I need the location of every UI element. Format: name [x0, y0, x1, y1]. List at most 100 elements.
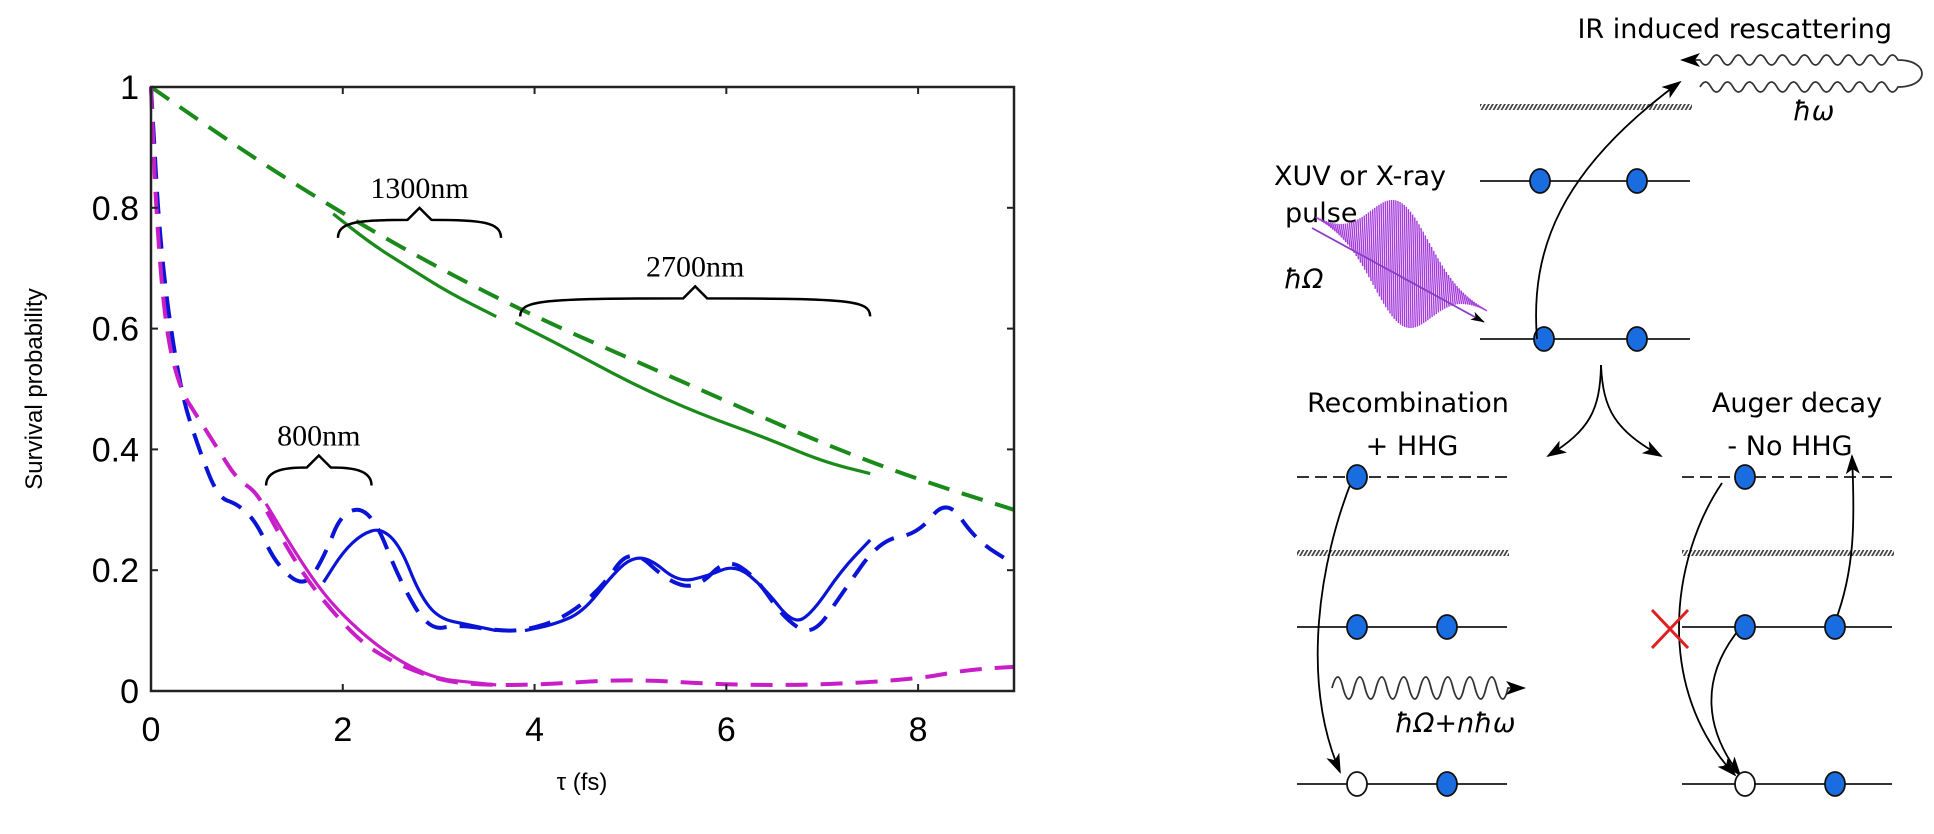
- x-tick-label: 6: [717, 711, 736, 749]
- brace-2700nm: [518, 284, 872, 317]
- hole-icon: [1346, 771, 1368, 797]
- recombination-label-line1: Recombination: [1307, 388, 1509, 419]
- pulse-oscillation: [1437, 258, 1442, 312]
- annotation-1300nm: 1300nm: [370, 172, 468, 205]
- x-tick-label: 8: [909, 711, 928, 749]
- pulse-oscillation: [1382, 202, 1387, 308]
- pulse-oscillation: [1355, 220, 1360, 260]
- pulse-oscillation: [1458, 288, 1463, 305]
- pulse-oscillation: [1342, 223, 1347, 243]
- x-tick-label: 4: [525, 711, 544, 749]
- branch-arrow-left: [1546, 364, 1602, 458]
- pulse-oscillation: [1357, 219, 1362, 263]
- pulse-oscillation: [1447, 274, 1452, 306]
- pulse-oscillation: [1449, 277, 1454, 306]
- pulse-oscillation: [1424, 235, 1429, 321]
- recombination-arrow: [1316, 479, 1353, 774]
- auger-label-line1: Auger decay: [1712, 388, 1882, 419]
- pulse-oscillation: [1376, 206, 1381, 297]
- pulse-oscillation: [1384, 201, 1389, 311]
- pulse-oscillation: [1464, 294, 1469, 305]
- pulse-oscillation: [1361, 216, 1366, 270]
- pulse-oscillation: [1399, 201, 1404, 327]
- brace-800nm: [264, 453, 373, 486]
- pulse-oscillation: [1338, 223, 1343, 238]
- pulse-oscillation: [1466, 296, 1471, 306]
- pulse-oscillation: [1363, 215, 1368, 274]
- blocked-cross-icon: [1650, 608, 1690, 650]
- ir-photon-wave-icon: [1680, 53, 1923, 93]
- pulse-label-line1: XUV or X-ray: [1274, 161, 1446, 192]
- pulse-oscillation: [1331, 222, 1336, 232]
- electron-icon: [1436, 614, 1458, 640]
- series-magenta-data: [264, 502, 497, 687]
- pulse-oscillation: [1460, 290, 1465, 305]
- electrons-top: [1529, 168, 1648, 352]
- pulse-oscillation: [1420, 227, 1425, 324]
- auger-label-line2: - No HHG: [1727, 431, 1852, 462]
- series-blue-data-2700nm: [524, 538, 872, 633]
- pulse-oscillation: [1401, 203, 1406, 328]
- pulse-oscillation: [1392, 199, 1398, 322]
- pulse-oscillation: [1374, 207, 1379, 293]
- series-green-data-1300nm: [332, 212, 497, 318]
- ionization-arrow: [1535, 80, 1682, 340]
- electron-icon: [1824, 614, 1846, 640]
- y-tick-label: 0.8: [92, 190, 139, 228]
- pulse-oscillation: [1340, 223, 1345, 240]
- pulse-oscillation: [1483, 308, 1488, 312]
- axes-frame: [149, 85, 1016, 693]
- electrons-right: [1734, 464, 1846, 797]
- hbar-omega-label: ħω: [1793, 96, 1834, 127]
- pulse-oscillation: [1365, 213, 1370, 278]
- pulse-oscillation: [1369, 210, 1374, 285]
- pulse-oscillation: [1411, 214, 1416, 328]
- y-tick-label: 0.6: [92, 311, 139, 349]
- pulse-oscillation: [1433, 250, 1438, 315]
- electron-icon: [1626, 326, 1648, 352]
- pulse-oscillation: [1481, 307, 1486, 311]
- pulse-oscillation: [1359, 218, 1364, 267]
- pulse-oscillation: [1462, 292, 1467, 305]
- pulse-oscillation: [1397, 200, 1402, 325]
- pulse-oscillation: [1367, 212, 1372, 282]
- pulse-direction-arrow: [1311, 227, 1485, 323]
- pulse-oscillation: [1479, 305, 1484, 310]
- pulse-oscillation: [1405, 206, 1410, 329]
- annotation-2700nm: 2700nm: [646, 250, 744, 283]
- electron-icon: [1626, 168, 1648, 194]
- pulse-oscillation: [1468, 298, 1473, 306]
- series-magenta-dashed: [149, 86, 1015, 687]
- pulse-oscillation: [1426, 239, 1431, 319]
- pulse-oscillation: [1327, 221, 1332, 229]
- pulse-oscillation: [1471, 299, 1475, 307]
- pulse-oscillation: [1414, 217, 1419, 327]
- pulse-oscillation: [1378, 204, 1383, 301]
- y-axis-title: Survival probability: [21, 288, 48, 489]
- axis-ticks: 0 2 4 6 8 0 0.2 0.4 0.6 0.8 1: [92, 69, 1014, 749]
- hbar-Omega-label: ħΩ: [1284, 264, 1324, 295]
- survival-probability-chart: 0 2 4 6 8 0 0.2 0.4 0.6 0.8 1 Survival probability…: [21, 69, 1016, 796]
- pulse-oscillation: [1323, 220, 1328, 226]
- pulse-oscillation: [1454, 283, 1459, 305]
- pulse-oscillation: [1348, 222, 1353, 251]
- pulse-oscillation: [1390, 199, 1395, 319]
- plot-area: [149, 85, 1016, 687]
- electron-icon: [1346, 614, 1368, 640]
- electron-icon: [1734, 614, 1756, 640]
- x-tick-label: 0: [142, 711, 161, 749]
- auger-fill-arrow: [1710, 631, 1742, 777]
- pulse-oscillation: [1435, 254, 1440, 313]
- continuum-threshold-left: [1297, 550, 1509, 556]
- pulse-oscillation: [1344, 223, 1349, 245]
- pulse-oscillation: [1473, 301, 1478, 308]
- continuum-threshold-top: [1480, 104, 1692, 110]
- y-tick-label: 0: [120, 673, 139, 711]
- pulse-oscillation: [1409, 211, 1414, 328]
- series-green-data-2700nm: [514, 321, 871, 476]
- pulse-oscillation: [1336, 223, 1341, 236]
- pulse-oscillation: [1451, 280, 1457, 305]
- electron-icon: [1436, 771, 1458, 797]
- pulse-oscillation: [1430, 246, 1435, 316]
- emission-energy-label: ħΩ+nħω: [1395, 708, 1516, 739]
